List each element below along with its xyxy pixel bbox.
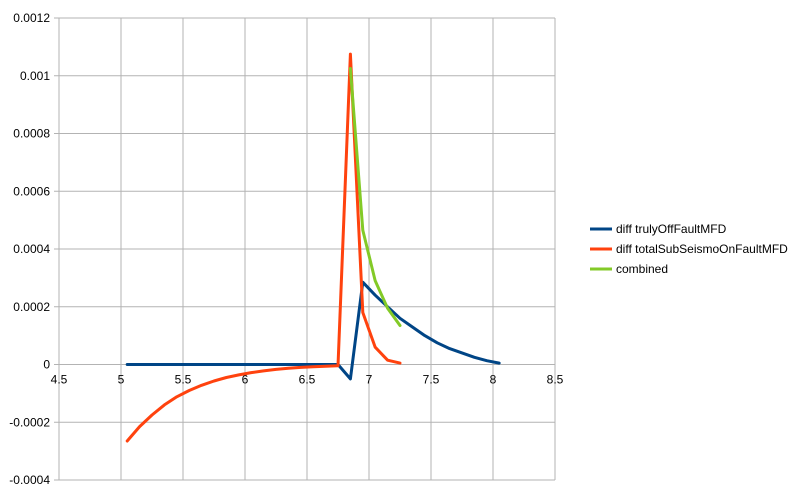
x-tick-label: 8.5 (547, 373, 564, 387)
legend: diff trulyOffFaultMFD diff totalSubSeismo… (590, 222, 788, 276)
x-tick-label: 7 (366, 373, 373, 387)
x-tick-label: 5 (118, 373, 125, 387)
series-line-2 (348, 67, 402, 327)
y-tick-labels: 0.0012 0.001 0.0008 0.0006 0.0004 0.0002 0 -0.0… (9, 11, 50, 487)
x-tick-label: 6.5 (299, 373, 316, 387)
y-tick-label: 0.0012 (13, 11, 50, 25)
y-tick-label: 0 (43, 358, 50, 372)
legend-label: diff trulyOffFaultMFD (616, 222, 727, 236)
y-tick-label: 0.0004 (13, 242, 50, 256)
series-lines (125, 52, 501, 443)
x-tick-label: 6 (242, 373, 249, 387)
y-tick-label: 0.0006 (13, 184, 50, 198)
legend-label: combined (616, 262, 668, 276)
y-tick-label: 0.001 (20, 69, 50, 83)
y-tick-label: -0.0002 (9, 415, 50, 429)
x-tick-label: 7.5 (423, 373, 440, 387)
series-line-0 (125, 280, 501, 381)
x-tick-label: 8 (490, 373, 497, 387)
legend-label: diff totalSubSeismoOnFaultMFD (616, 242, 788, 256)
grid-lines (58, 17, 556, 481)
y-tick-label: 0.0002 (13, 300, 50, 314)
y-tick-label: 0.0008 (13, 127, 50, 141)
x-tick-label: 5.5 (175, 373, 192, 387)
x-tick-label: 4.5 (51, 373, 68, 387)
y-tick-label: -0.0004 (9, 473, 50, 487)
series-line-1 (125, 52, 402, 443)
x-tick-labels: 4.5 5 5.5 6 6.5 7 7.5 8 8.5 (51, 373, 564, 387)
